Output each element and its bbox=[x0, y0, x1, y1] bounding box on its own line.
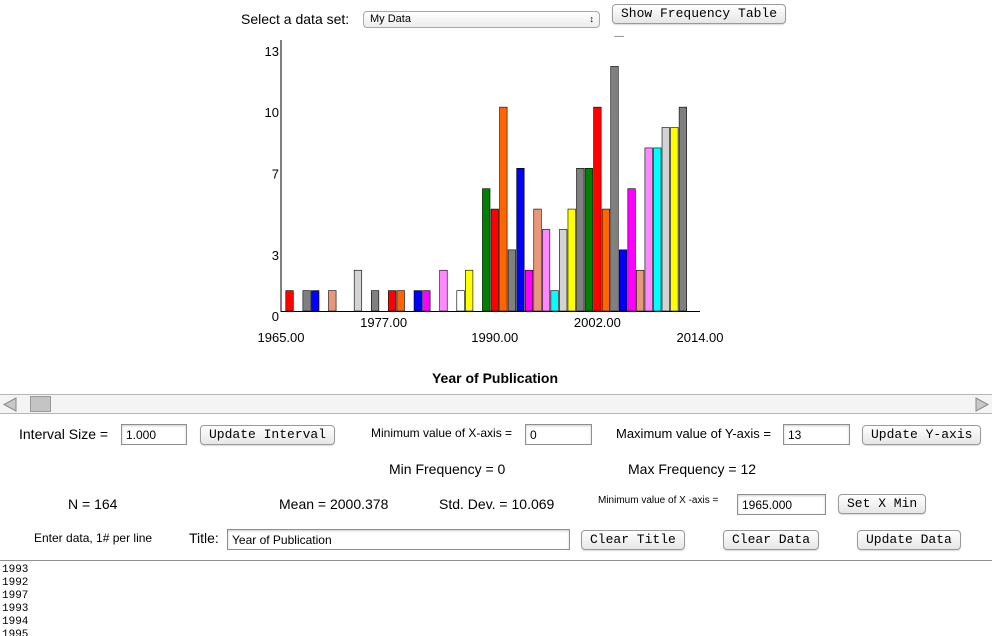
histogram-bar bbox=[601, 208, 611, 312]
histogram-bar bbox=[456, 290, 465, 312]
histogram-bar bbox=[661, 127, 670, 312]
histogram-bar bbox=[584, 168, 593, 312]
histogram-bar bbox=[482, 188, 491, 312]
min-x-axis-input[interactable] bbox=[525, 424, 592, 445]
mean-text: Mean = 2000.378 bbox=[279, 496, 389, 512]
histogram-bar bbox=[636, 269, 645, 312]
max-y-axis-label: Maximum value of Y-axis = bbox=[616, 426, 771, 441]
update-data-button[interactable]: Update Data bbox=[857, 530, 961, 550]
scroll-left-arrow-icon[interactable] bbox=[2, 397, 18, 412]
histogram-bar bbox=[533, 208, 542, 312]
clear-title-button[interactable]: Clear Title bbox=[581, 530, 685, 550]
scroll-right-arrow-icon[interactable] bbox=[974, 397, 990, 412]
histogram-bar bbox=[311, 290, 320, 312]
min-x-axis-input-2[interactable] bbox=[737, 494, 826, 515]
histogram-bar bbox=[302, 290, 311, 312]
histogram-bar bbox=[388, 290, 397, 312]
y-tick-labels: 0 3 7 10 13 bbox=[265, 44, 279, 324]
histogram-bar bbox=[465, 269, 474, 312]
histogram-bar bbox=[413, 290, 422, 312]
histogram-bar bbox=[653, 147, 662, 312]
histogram-bar bbox=[422, 290, 431, 312]
histogram-bar bbox=[618, 249, 628, 312]
dataset-select-label: Select a data set: bbox=[241, 11, 350, 27]
update-interval-button[interactable]: Update Interval bbox=[200, 425, 336, 445]
histogram-bar bbox=[499, 106, 508, 312]
x-tick-label: 1977.00 bbox=[360, 315, 407, 330]
histogram-chart: 0 3 7 10 13 1977.00 2002.00 1965.00 1990.00 2014… bbox=[258, 40, 724, 386]
bars-group bbox=[285, 66, 687, 312]
histogram-bar bbox=[285, 290, 294, 312]
min-x-axis-label-2: Minimum value of X -axis = bbox=[598, 495, 719, 506]
histogram-bar bbox=[396, 290, 405, 312]
horizontal-scrollbar[interactable] bbox=[0, 394, 992, 414]
histogram-bar bbox=[576, 168, 585, 312]
histogram-bar bbox=[550, 290, 559, 312]
scroll-thumb[interactable] bbox=[30, 396, 51, 412]
y-tick-label: 7 bbox=[272, 166, 279, 181]
x-axis-title: Year of Publication bbox=[432, 370, 558, 386]
x-tick-label: 2002.00 bbox=[574, 315, 621, 330]
histogram-bar bbox=[627, 188, 636, 312]
histogram-bar bbox=[670, 127, 679, 312]
min-x-axis-label: Minimum value of X-axis = bbox=[371, 426, 513, 440]
histogram-bar bbox=[490, 208, 499, 312]
n-count-text: N = 164 bbox=[68, 496, 118, 512]
dataset-select-value: My Data bbox=[370, 13, 411, 25]
max-frequency-text: Max Frequency = 12 bbox=[628, 461, 757, 477]
update-y-axis-button[interactable]: Update Y-axis bbox=[862, 425, 982, 445]
set-x-min-button[interactable]: Set X Min bbox=[838, 494, 927, 514]
histogram-bar bbox=[567, 208, 576, 312]
x-tick-label: 2014.00 bbox=[677, 330, 724, 345]
interval-size-label: Interval Size = bbox=[19, 426, 109, 442]
select-arrows-icon: ↕ bbox=[589, 14, 595, 24]
histogram-bar bbox=[370, 290, 380, 312]
histogram-bar bbox=[328, 290, 337, 312]
clear-data-button[interactable]: Clear Data bbox=[723, 530, 820, 550]
x-tick-label: 1990.00 bbox=[471, 330, 518, 345]
y-tick-label: 0 bbox=[272, 309, 279, 324]
y-tick-label: 3 bbox=[272, 248, 279, 263]
x-tick-label: 1965.00 bbox=[258, 330, 305, 345]
histogram-bar bbox=[559, 229, 568, 312]
histogram-bar bbox=[644, 147, 653, 312]
x-tick-labels: 1977.00 2002.00 1965.00 1990.00 2014.00 bbox=[258, 315, 724, 345]
histogram-bar bbox=[610, 66, 619, 312]
std-dev-text: Std. Dev. = 10.069 bbox=[439, 496, 555, 512]
min-frequency-text: Min Frequency = 0 bbox=[389, 461, 506, 477]
title-input[interactable] bbox=[227, 529, 570, 550]
enter-data-label: Enter data, 1# per line bbox=[34, 531, 153, 545]
histogram-bar bbox=[593, 106, 602, 312]
histogram-bar bbox=[524, 269, 534, 312]
histogram-bar bbox=[439, 269, 448, 312]
histogram-bar bbox=[507, 249, 516, 312]
y-tick-label: 13 bbox=[265, 44, 279, 59]
histogram-bar bbox=[353, 269, 363, 312]
max-y-axis-input[interactable] bbox=[783, 424, 850, 445]
interval-size-input[interactable] bbox=[121, 424, 187, 445]
dataset-select[interactable]: My Data ↕ bbox=[363, 11, 600, 28]
histogram-bar bbox=[542, 229, 551, 312]
histogram-bar bbox=[516, 168, 525, 312]
show-frequency-table-button[interactable]: Show Frequency Table bbox=[612, 4, 787, 24]
histogram-bar bbox=[678, 106, 687, 312]
dash-mark: — bbox=[614, 31, 624, 42]
y-tick-label: 10 bbox=[265, 105, 279, 120]
title-label: Title: bbox=[189, 530, 219, 546]
data-entry-textarea[interactable]: 1993 1992 1997 1993 1994 1995 bbox=[0, 560, 992, 636]
